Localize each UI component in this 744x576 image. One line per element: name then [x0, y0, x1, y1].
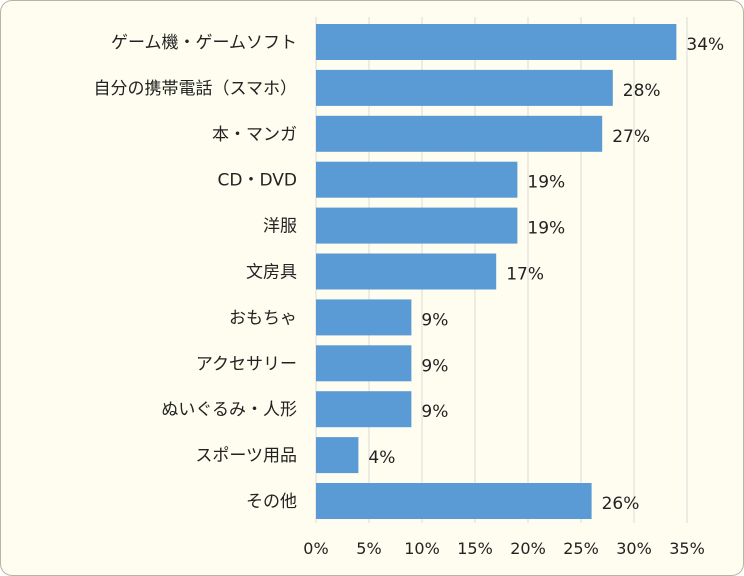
category-label: 本・マンガ — [212, 125, 297, 145]
value-label: 19% — [527, 173, 565, 193]
category-label: スポーツ用品 — [195, 446, 297, 466]
category-label: ゲーム機・ゲームソフト — [111, 33, 297, 53]
bar — [316, 391, 412, 428]
category-label: その他 — [246, 492, 297, 512]
value-label: 9% — [421, 310, 448, 330]
value-label: 4% — [368, 448, 395, 468]
x-tick-label: 10% — [404, 539, 440, 558]
bar — [316, 299, 412, 336]
value-label: 9% — [421, 402, 448, 422]
bar — [316, 161, 518, 198]
bars — [316, 24, 677, 519]
bar — [316, 207, 518, 244]
x-axis-tick-labels: 0% 5% 10% 15% 20% 25% 30% 35% — [303, 539, 704, 558]
bar — [316, 345, 412, 382]
value-label: 34% — [686, 35, 724, 55]
x-tick-label: 0% — [303, 539, 328, 558]
x-tick-label: 5% — [356, 539, 381, 558]
bar — [316, 115, 603, 152]
bar — [316, 483, 592, 519]
x-tick-label: 20% — [510, 539, 546, 558]
bar — [316, 69, 613, 106]
bar — [316, 253, 497, 290]
value-label: 28% — [623, 81, 661, 101]
x-tick-label: 30% — [616, 539, 652, 558]
category-label: ぬいぐるみ・人形 — [161, 400, 297, 420]
value-label: 26% — [602, 494, 640, 514]
category-label: CD・DVD — [218, 171, 297, 191]
value-label: 19% — [527, 219, 565, 239]
x-tick-label: 25% — [563, 539, 599, 558]
value-label: 27% — [612, 127, 650, 147]
value-label: 9% — [421, 356, 448, 376]
bar — [316, 24, 677, 60]
bar — [316, 437, 359, 474]
category-label: 洋服 — [263, 217, 297, 237]
value-label: 17% — [506, 265, 544, 285]
category-label: おもちゃ — [229, 308, 297, 328]
value-labels: 34% 28% 27% 19% 19% 17% 9% 9% 9% 4% 26% — [368, 35, 724, 514]
category-label: アクセサリー — [196, 354, 297, 374]
x-tick-label: 35% — [669, 539, 705, 558]
x-tick-label: 15% — [457, 539, 493, 558]
category-label: 文房具 — [246, 263, 297, 283]
category-label: 自分の携帯電話（スマホ） — [94, 79, 298, 99]
